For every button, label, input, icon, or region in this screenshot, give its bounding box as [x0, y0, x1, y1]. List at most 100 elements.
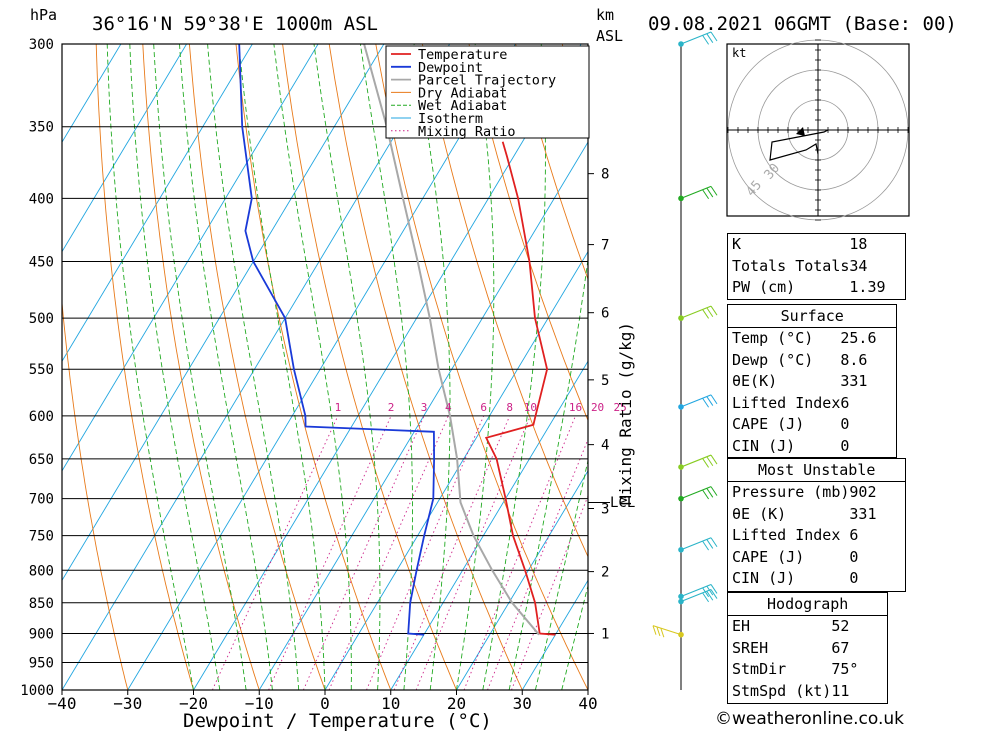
km-tick-label: 5 [601, 373, 609, 389]
index-row: StmDir 75° [728, 659, 887, 681]
wind-barb-feather [702, 592, 710, 603]
km-tick-label: 7 [601, 238, 609, 254]
dry-adiabat-line [142, 44, 260, 690]
index-row: StmSpd (kt) 11 [728, 681, 887, 703]
index-value: 67 [831, 638, 850, 657]
index-value: 25.6 [840, 329, 877, 347]
dewpoint-line [238, 44, 436, 636]
x-tick-label: −10 [245, 694, 274, 713]
dry-adiabat-line [468, 44, 588, 422]
index-label: SREH [732, 638, 769, 657]
pressure-tick-label: 650 [29, 452, 54, 468]
pressure-tick-label: 750 [29, 529, 54, 545]
temperature-tick-labels: −40 −30 −20 −10 0 10 20 30 40 [48, 690, 598, 713]
mixing-ratio-line [463, 415, 576, 690]
dry-adiabat-line [375, 44, 588, 690]
index-value: 0 [849, 569, 859, 587]
mixing-ratio-value: 25 [613, 401, 626, 414]
index-label: θE(K) [732, 372, 778, 390]
index-row: CIN (J) 0 [728, 436, 896, 458]
plot-frame [61, 43, 589, 691]
most-unstable-title: Most Unstable [728, 459, 906, 482]
dry-adiabat-line [421, 44, 588, 558]
wind-dot [678, 404, 684, 410]
wet-adiabat-line [179, 44, 273, 690]
mixing-ratio-line [302, 415, 425, 690]
index-label: Temp (°C) [732, 329, 814, 347]
pressure-tick-label: 450 [29, 255, 54, 271]
dry-adiabat-line [62, 298, 129, 690]
legend-entry: Parcel Trajectory [418, 73, 556, 89]
pressure-grid [62, 43, 588, 691]
index-row-pw: PW (cm) 1.39 [728, 277, 905, 299]
index-label: Pressure (mb) [732, 483, 850, 501]
surface-title: Surface [728, 305, 897, 328]
lcl-label: LCL [610, 495, 635, 511]
index-label: θE (K) [732, 504, 787, 523]
index-label: Lifted Index [732, 526, 841, 544]
hodograph: kt 45 30 [726, 39, 910, 221]
mixing-ratio-line [366, 415, 485, 690]
pressure-tick-label: 950 [29, 655, 54, 671]
wind-barb-feather [702, 397, 710, 408]
wind-barb-feather [660, 628, 665, 638]
pressure-tick-label: 800 [29, 563, 54, 579]
wind-barb-feather [706, 307, 714, 318]
index-value: 18 [849, 235, 868, 253]
index-value: 52 [831, 617, 850, 635]
index-value: 331 [840, 372, 868, 390]
hodograph-table: Hodograph EH 52 SREH 67 StmDir 75° StmSpd (… [727, 592, 889, 704]
index-row: Dewp (°C) 8.6 [728, 350, 896, 372]
index-label: StmSpd (kt) [732, 681, 832, 700]
mixing-ratio-axis-label: Mixing Ratio (g/kg) [616, 322, 635, 505]
wet-adiabat-line [106, 44, 194, 690]
dry-adiabat-line [515, 44, 588, 281]
km-tick-labels: 1 2 3 4 5 6 7 8 [588, 167, 610, 642]
index-value: 8.6 [840, 350, 868, 369]
x-tick-label: −40 [48, 694, 77, 713]
wind-barb-feather [702, 189, 710, 199]
x-tick-label: 10 [381, 694, 400, 713]
legend-entry: Temperature [418, 47, 507, 63]
wind-barb-feather [702, 458, 710, 468]
wind-barb-shaft [680, 589, 712, 603]
index-value: 6 [840, 393, 850, 412]
mixing-ratio-value: 8 [506, 401, 513, 414]
general-indices-table: K 18 Totals Totals 34 PW (cm) 1.39 [727, 233, 907, 300]
wet-adiabat-line [207, 44, 300, 690]
index-row: SREH 67 [728, 638, 887, 660]
x-tick-label: 40 [578, 694, 597, 713]
dry-adiabat-line [918, 7, 1000, 716]
index-value: 902 [849, 483, 877, 501]
surface-table: Surface Temp (°C) 25.6 Dewp (°C) 8.6 θE(K)… [727, 304, 898, 458]
km-tick-label: 6 [601, 306, 609, 322]
index-value: 11 [831, 681, 850, 700]
location-title: 36°16'N 59°38'E 1000m ASL [92, 13, 378, 35]
wind-barb-feather [710, 486, 718, 496]
mixing-ratio-line [268, 415, 392, 690]
wind-barb-shaft [680, 454, 712, 468]
x-axis-label: Dewpoint / Temperature (°C) [183, 710, 492, 732]
pressure-tick-label: 300 [29, 37, 54, 53]
wind-barb-feather [706, 33, 714, 43]
pressure-tick-label: 900 [29, 626, 54, 642]
wind-barb-feather [706, 539, 714, 549]
pressure-tick-label: 1000 [20, 683, 54, 699]
isotherm-line [62, 44, 188, 253]
dry-adiabat-line [95, 44, 194, 690]
wind-barb-feather [710, 584, 718, 594]
index-label: CIN (J) [732, 436, 796, 455]
wind-barb-feather [702, 587, 710, 598]
storm-motion-marker [796, 127, 805, 136]
wind-barb-feather [710, 537, 718, 548]
index-label: Lifted Index [732, 393, 841, 412]
x-tick-label: −20 [179, 694, 208, 713]
wind-barb-feather [706, 590, 714, 601]
wind-barb-feather [702, 35, 710, 45]
wind-barb-feather [710, 305, 718, 316]
legend-entry: Isotherm [418, 111, 483, 127]
wind-barb-feather [706, 456, 714, 467]
index-value: 75° [831, 660, 859, 678]
mixing-ratio-value: 16 [569, 401, 582, 414]
wind-barb-shaft [680, 185, 712, 199]
